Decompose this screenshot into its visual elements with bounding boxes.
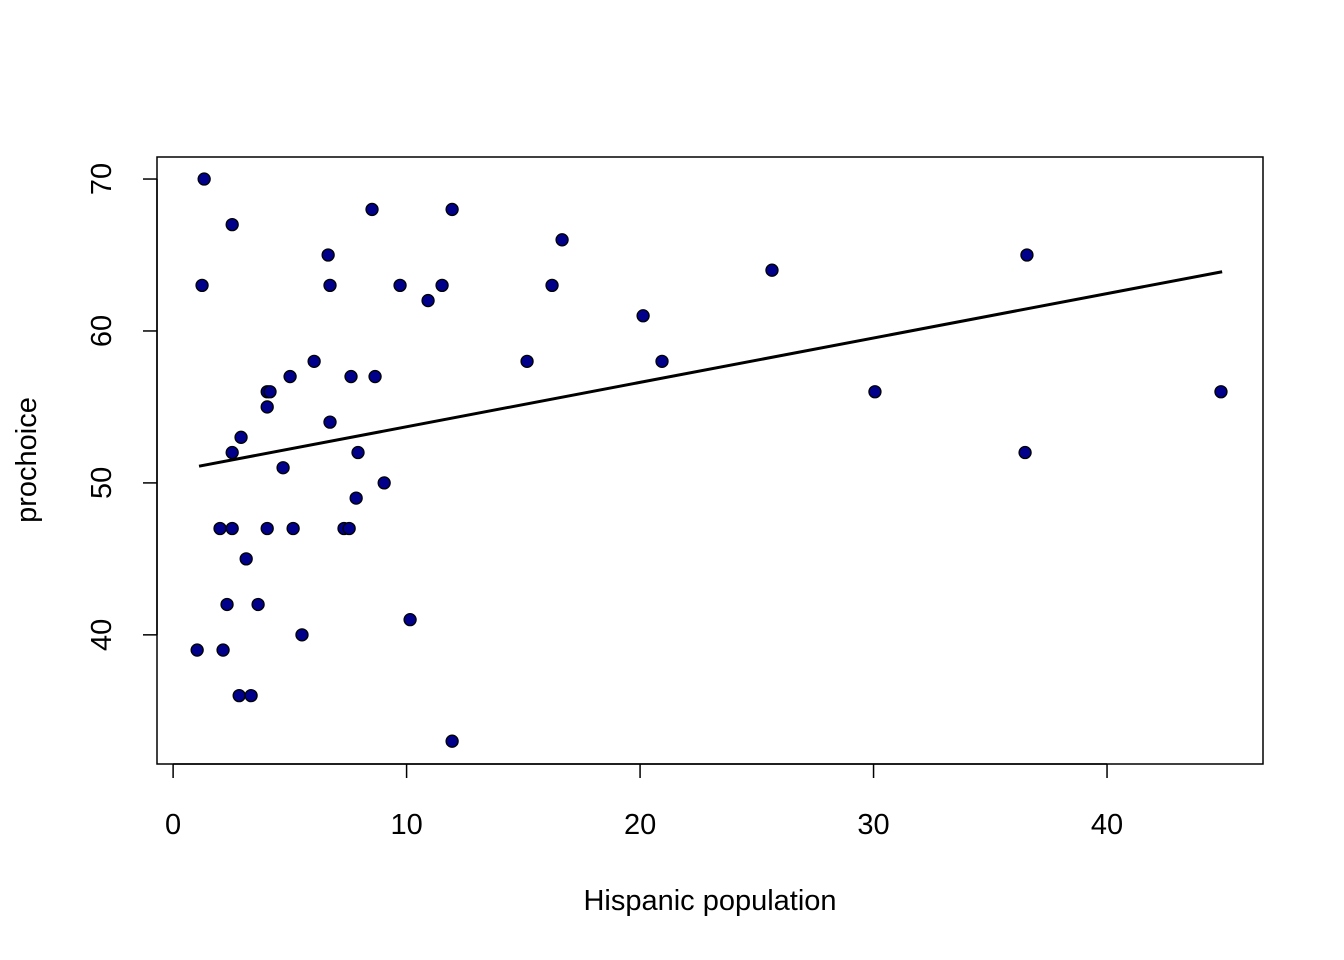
data-point [351, 445, 365, 460]
x-axis: 0 10 20 30 40 [165, 763, 1123, 841]
data-point [307, 354, 321, 369]
data-points [190, 172, 1228, 748]
x-tick-label: 0 [165, 809, 181, 841]
y-tick-label: 60 [86, 315, 118, 347]
data-point [190, 643, 204, 657]
data-point [251, 597, 265, 612]
x-tick-label: 30 [857, 809, 889, 841]
data-point [403, 613, 417, 627]
data-point [295, 628, 309, 642]
data-point [445, 202, 459, 217]
data-point [216, 643, 230, 657]
data-point [225, 521, 239, 536]
data-point [393, 278, 407, 293]
data-point [377, 476, 391, 490]
x-tick-label: 10 [390, 809, 422, 841]
y-tick-label: 40 [86, 619, 118, 651]
data-point [349, 491, 363, 505]
data-point [344, 369, 358, 384]
data-point [368, 369, 382, 384]
data-point [232, 688, 246, 703]
data-point [323, 415, 337, 429]
data-point [321, 248, 335, 262]
data-point [260, 521, 274, 536]
data-point [342, 521, 356, 536]
data-point [225, 445, 239, 460]
data-point [435, 278, 449, 293]
data-point [868, 385, 882, 399]
data-point [244, 688, 258, 703]
data-point [1018, 445, 1032, 460]
x-axis-label: Hispanic population [583, 885, 836, 917]
regression-line [198, 270, 1223, 468]
data-point [276, 461, 290, 475]
x-tick-label: 20 [624, 809, 656, 841]
data-point [545, 278, 559, 293]
data-point [195, 278, 209, 293]
fit-line [198, 270, 1223, 468]
plot-frame [156, 156, 1264, 765]
data-point [225, 217, 239, 232]
data-point [263, 385, 277, 399]
data-point [1020, 248, 1034, 262]
data-point [445, 734, 459, 748]
data-point [365, 202, 379, 217]
data-point [636, 309, 650, 323]
data-point [323, 278, 337, 293]
data-point [765, 263, 779, 277]
y-axis-label: prochoice [11, 397, 43, 523]
data-point [283, 369, 297, 384]
data-point [555, 233, 569, 247]
data-point [213, 521, 227, 536]
data-point [220, 597, 234, 612]
y-axis: 40 50 60 70 [86, 163, 158, 651]
y-tick-label: 50 [86, 467, 118, 499]
data-point [239, 552, 253, 566]
data-point [520, 354, 534, 369]
data-point [655, 354, 669, 369]
x-tick-label: 40 [1091, 809, 1123, 841]
data-point [421, 293, 435, 308]
data-point [1214, 385, 1228, 399]
data-point [197, 172, 211, 186]
data-point [260, 400, 274, 414]
y-tick-label: 70 [86, 163, 118, 195]
data-point [286, 521, 300, 536]
data-point [234, 430, 248, 444]
